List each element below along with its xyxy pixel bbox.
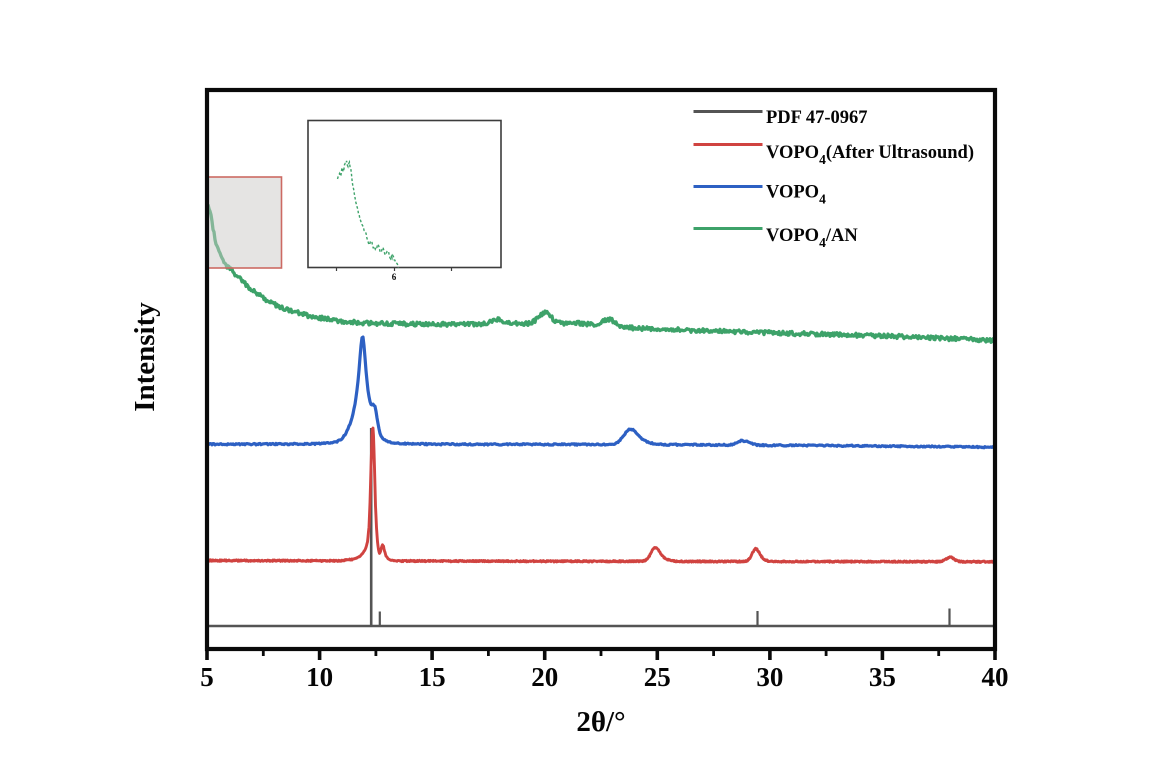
svg-text:35: 35	[869, 662, 896, 692]
svg-text:PDF 47-0967: PDF 47-0967	[766, 108, 868, 128]
svg-text:VOPO4/AN: VOPO4/AN	[766, 226, 858, 250]
svg-text:20: 20	[531, 662, 558, 692]
svg-text:6: 6	[392, 272, 397, 282]
svg-text:5: 5	[200, 662, 214, 692]
svg-text:Intensity: Intensity	[129, 302, 161, 412]
svg-text:40: 40	[982, 662, 1009, 692]
svg-text:10: 10	[306, 662, 333, 692]
svg-text:30: 30	[756, 662, 783, 692]
svg-text:15: 15	[419, 662, 446, 692]
svg-text:25: 25	[644, 662, 671, 692]
svg-text:2θ/°: 2θ/°	[576, 706, 625, 738]
